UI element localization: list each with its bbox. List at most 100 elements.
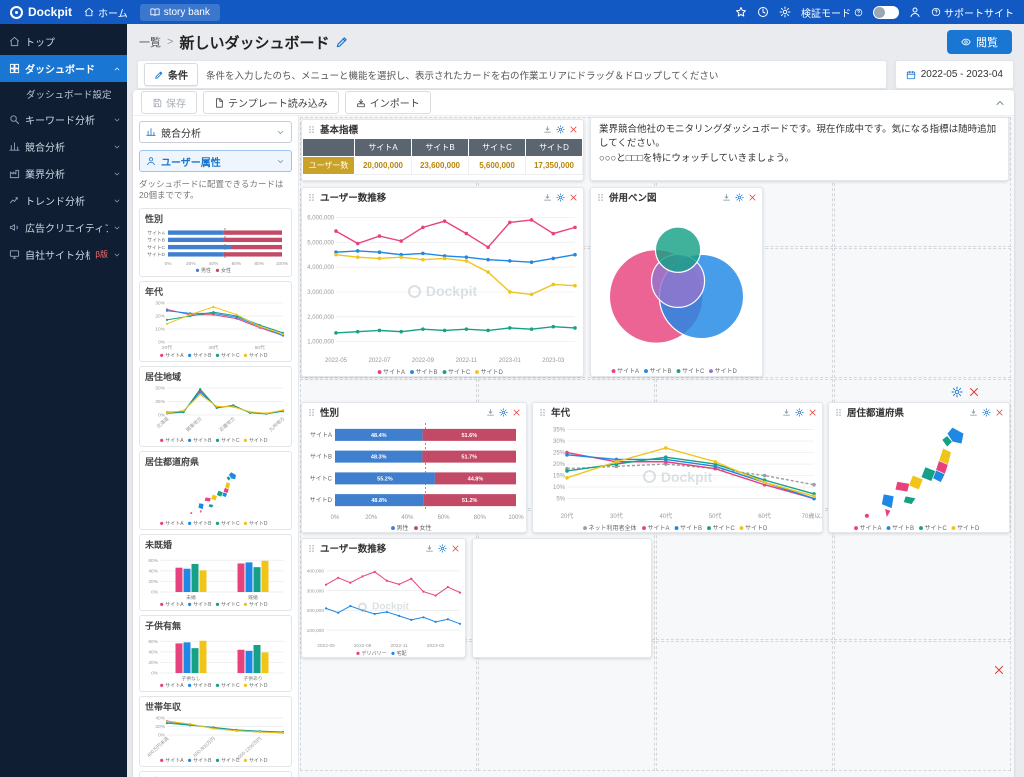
close-icon[interactable] [993,664,1005,676]
close-icon[interactable] [569,193,578,202]
drag-handle-icon[interactable] [307,544,316,553]
sidebar-item[interactable]: 競合分析 [0,133,127,160]
close-icon[interactable] [968,386,980,398]
submenu-select[interactable]: ユーザー属性 [139,150,292,172]
svg-text:60%: 60% [148,639,158,645]
collapse-panel-icon[interactable] [994,97,1006,109]
svg-text:サイトD: サイトD [745,525,768,532]
svg-text:40%: 40% [401,515,414,521]
save-button[interactable]: 保存 [141,91,197,114]
card-user-trend[interactable]: ユーザー数推移 Dockpit 1,000,000 2,000,000 3,000,… [301,187,584,377]
card-user-trend-small[interactable]: ユーザー数推移 Dockpit 100,000 200,000 300,000 400… [301,538,466,658]
download-icon[interactable] [543,193,552,202]
verify-mode: 検証モード [801,5,863,20]
download-icon[interactable] [425,544,434,553]
history-icon[interactable] [757,6,769,18]
conditions-button[interactable]: 条件 [144,63,198,86]
sidebar-item[interactable]: キーワード分析 [0,106,127,133]
sidebar: トップ ダッシュボードダッシュボード設定キーワード分析 競合分析 業界分析 トレンド分析… [0,24,127,777]
gear-icon[interactable] [499,407,508,417]
brand[interactable]: Dockpit [10,5,72,19]
close-icon[interactable] [808,408,817,417]
conditions-row: 条件 条件を入力したのち、メニューと機能を選択し、表示されたカードを右の作業エリ… [137,60,1014,89]
gear-icon[interactable] [438,543,447,553]
palette-card-gender[interactable]: 性別 サイトA サイトB サイトC サイトD 0% 20% 40% 60% 80% 100% 男性 女… [139,207,292,277]
sidebar-item[interactable]: ダッシュボード [0,55,127,82]
question-icon[interactable] [854,8,863,17]
menu-select[interactable]: 競合分析 [139,121,292,143]
sidebar-item[interactable]: トレンド分析 [0,187,127,214]
star-icon[interactable] [735,6,747,18]
palette-card-income[interactable]: 世帯年収 0% 20% 40% 400万円未満 600-800万円 1000-1200万円… [139,695,292,767]
card-memo[interactable]: 業界競合他社のモニタリングダッシュボードです。現在作成中です。気になる指標は随時… [590,117,1009,181]
settings-icon[interactable] [779,6,791,18]
card-venn[interactable]: 併用ベン図 サイトA サイトB サイトC サイトD [590,187,763,377]
marital-mini-chart: 0% 20% 40% 60% 未婚 既婚 サイトA サイトB サイトC サイトD [143,552,288,608]
account-icon[interactable] [909,6,921,18]
download-icon[interactable] [543,125,552,134]
gear-icon[interactable] [951,386,963,398]
dockpit-logo-icon [10,5,23,19]
card-prefecture[interactable]: 居住都道府県 サイトA サイトB サイトC サイトD [828,402,1010,533]
gear-icon[interactable] [982,407,991,417]
drag-handle-icon[interactable] [307,408,316,417]
card-empty[interactable] [472,538,652,658]
svg-text:60%: 60% [438,515,451,521]
close-icon[interactable] [512,408,521,417]
close-icon[interactable] [995,408,1004,417]
svg-text:0%: 0% [151,590,159,596]
svg-text:2022-07: 2022-07 [368,358,391,364]
svg-text:48.4%: 48.4% [371,433,387,439]
download-icon[interactable] [782,408,791,417]
drag-handle-icon[interactable] [307,193,316,202]
drag-handle-icon[interactable] [307,125,316,134]
svg-text:300,000: 300,000 [307,588,325,594]
sidebar-item[interactable]: 業界分析 [0,160,127,187]
story-bank-tab[interactable]: story bank [139,3,220,21]
card-age[interactable]: 年代 Dockpit 5% 10% 15% 20% 25% 30% 35% 20代 30代 40代… [532,402,823,533]
gear-icon[interactable] [556,192,565,202]
palette-card-attr-trend[interactable]: 属性推移 Dockpit 0%20%40%60%2022-052022-0820… [139,770,292,777]
home-button[interactable]: ホーム [84,5,128,20]
card-gender[interactable]: 性別 サイトA 48.4% 51.6% サイトB 48.3% 51.7% サイトC 55.2%… [301,402,527,533]
svg-text:サイトA: サイトA [165,758,184,764]
palette-card-region[interactable]: 居住地域 0% 25% 50% 北海道 関東地方 近畿地方 九州地方 サイトA サイトB サイトC… [139,365,292,447]
svg-text:80%: 80% [474,515,487,521]
edit-title-icon[interactable] [335,35,349,49]
download-icon[interactable] [969,408,978,417]
close-icon[interactable] [748,193,757,202]
verify-mode-toggle[interactable] [873,5,899,19]
drag-handle-icon[interactable] [596,193,605,202]
download-icon[interactable] [486,408,495,417]
close-icon[interactable] [569,125,578,134]
sidebar-item[interactable]: 広告クリエイティブ [0,214,127,241]
sidebar-item[interactable]: トップ [0,28,127,55]
gear-icon[interactable] [735,192,744,202]
card-basic-metrics[interactable]: 基本指標 サイトA サイトB サイトC サイトD ユーザー数 20,000,000 23,6… [301,119,584,181]
drag-handle-icon[interactable] [834,408,843,417]
palette-card-prefecture[interactable]: 居住都道府県 サイトA サイトB サイトC サイトD [139,450,292,530]
sidebar-item[interactable]: 自社サイト分析 β版 [0,241,127,268]
drag-handle-icon[interactable] [538,408,547,417]
palette-card-marital[interactable]: 未既婚 0% 20% 40% 60% 未婚 既婚 サイトA サイトB サイトC サイトD [139,533,292,611]
sidebar-item-label: ダッシュボード設定 [26,90,112,101]
breadcrumb-list-link[interactable]: 一覧 [139,37,161,49]
user-trend-chart: Dockpit 1,000,000 2,000,000 3,000,000 4,000… [302,206,583,376]
load-template-button[interactable]: テンプレート読み込み [203,91,339,114]
card-limit-note: ダッシュボードに配置できるカードは20個までです。 [139,179,284,201]
gear-icon[interactable] [795,407,804,417]
svg-text:44.8%: 44.8% [468,476,484,482]
import-button[interactable]: インポート [344,91,431,114]
eye-icon [961,37,971,47]
grid-cell [300,641,477,771]
sidebar-item[interactable]: ダッシュボード設定 [0,82,127,106]
palette-card-children[interactable]: 子供有無 0% 20% 40% 60% 子供なし 子供あり サイトA サイトB サイトC サイトD [139,614,292,692]
view-button[interactable]: 閲覧 [947,30,1012,54]
gear-icon[interactable] [556,124,565,134]
support-link[interactable]: サポートサイト [931,5,1014,20]
date-range-picker[interactable]: 2022-05 - 2023-04 [894,60,1014,89]
download-icon[interactable] [722,193,731,202]
close-icon[interactable] [451,544,460,553]
palette-card-age[interactable]: 年代 0% 10% 20% 30% 20代 40代 60代 サイトA サイトB サイトC サイトD [139,280,292,362]
svg-text:デリバリー: デリバリー [362,650,387,657]
